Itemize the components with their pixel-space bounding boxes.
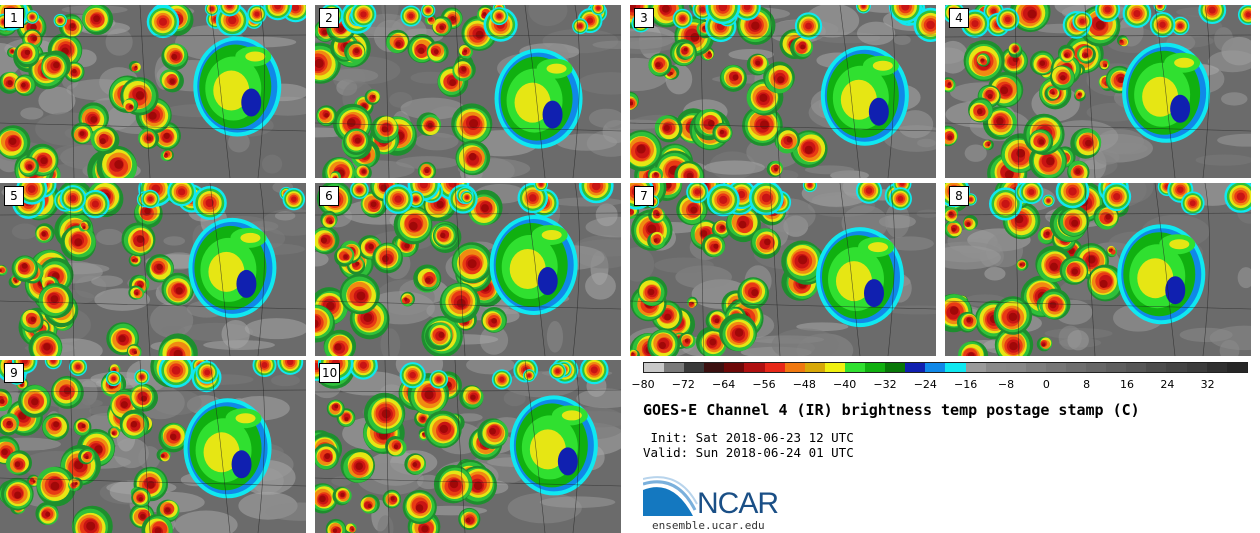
colorbar-tick-label: −24 <box>913 378 937 391</box>
colorbar-tick-label: 8 <box>1083 378 1091 391</box>
colorbar-tick-label: −64 <box>712 378 736 391</box>
colorbar-cell <box>1065 363 1087 372</box>
colorbar-cell <box>1106 363 1127 372</box>
figure-title: GOES-E Channel 4 (IR) brightness temp po… <box>643 401 1140 419</box>
colorbar-cell <box>925 363 946 372</box>
colorbar-cell <box>664 363 685 372</box>
map-panel-6: 6 <box>315 183 621 356</box>
colorbar-cell <box>1005 363 1026 372</box>
colorbar-cell <box>905 363 926 372</box>
ncar-logo-icon <box>643 476 698 516</box>
ir-map-7 <box>630 183 936 356</box>
colorbar-cell <box>1045 363 1066 372</box>
colorbar-ticks: −80 −72 −64 −56 −48 −40 −32 −24 −16 −8 0 8 16 24 32 <box>631 378 1248 394</box>
colorbar-cell <box>1025 363 1046 372</box>
colorbar-tick-label: 16 <box>1120 378 1134 391</box>
ir-map-6 <box>315 183 621 356</box>
panel-number: 9 <box>4 363 24 383</box>
colorbar-cell <box>1126 363 1147 372</box>
ir-map-2 <box>315 5 621 178</box>
panel-number: 1 <box>4 8 24 28</box>
colorbar-tick-label: 32 <box>1200 378 1215 391</box>
colorbar-tick-label: −80 <box>631 378 655 391</box>
panel-number: 8 <box>949 186 969 206</box>
colorbar-cell <box>784 363 805 372</box>
panel-number: 5 <box>4 186 24 206</box>
valid-time: Valid: Sun 2018-06-24 01 UTC <box>643 445 854 460</box>
temperature-colorbar <box>643 362 1248 373</box>
colorbar-tick-label: −32 <box>873 378 897 391</box>
colorbar-tick-label: −72 <box>671 378 695 391</box>
map-panel-5: 5 <box>0 183 306 356</box>
map-panel-7: 7 <box>630 183 936 356</box>
colorbar-cell <box>804 363 825 372</box>
colorbar-tick-label: −16 <box>954 378 978 391</box>
colorbar-cell <box>764 363 785 372</box>
map-panel-10: 10 <box>315 360 621 533</box>
colorbar-cell <box>744 363 765 372</box>
colorbar-cell <box>865 363 886 372</box>
colorbar-cell <box>1186 363 1207 372</box>
map-panel-2: 2 <box>315 5 621 178</box>
panel-number: 6 <box>319 186 339 206</box>
map-panel-3: 3 <box>630 5 936 178</box>
colorbar-cell <box>684 363 705 372</box>
panel-number: 2 <box>319 8 339 28</box>
map-panel-9: 9 <box>0 360 306 533</box>
colorbar-cell <box>965 363 986 372</box>
colorbar-cell <box>1206 363 1227 372</box>
colorbar-cell <box>1166 363 1187 372</box>
colorbar-tick-label: −48 <box>792 378 816 391</box>
ir-map-4 <box>945 5 1251 178</box>
ir-map-10 <box>315 360 621 533</box>
map-panel-1: 1 <box>0 5 306 178</box>
panel-number: 4 <box>949 8 969 28</box>
ncar-logo-text: NCAR <box>697 487 779 520</box>
colorbar-cell <box>945 363 966 372</box>
colorbar-cell <box>1146 363 1167 372</box>
colorbar-cell <box>644 363 665 372</box>
colorbar-cell <box>885 363 906 372</box>
colorbar-tick-label: −40 <box>833 378 857 391</box>
colorbar-cell <box>824 363 845 372</box>
init-time: Init: Sat 2018-06-23 12 UTC <box>643 430 854 445</box>
panel-number: 10 <box>319 363 341 383</box>
colorbar-tick-label: −8 <box>997 378 1015 391</box>
panel-number: 3 <box>634 8 654 28</box>
colorbar-tick-label: 0 <box>1042 378 1050 391</box>
colorbar-cell <box>724 363 745 372</box>
colorbar-cell <box>704 363 725 372</box>
colorbar-cell <box>1226 363 1247 372</box>
site-url: ensemble.ucar.edu <box>652 519 765 532</box>
ir-map-5 <box>0 183 306 356</box>
ir-map-1 <box>0 5 306 178</box>
panel-number: 7 <box>634 186 654 206</box>
colorbar-cell <box>985 363 1006 372</box>
map-panel-4: 4 <box>945 5 1251 178</box>
map-panel-8: 8 <box>945 183 1251 356</box>
ir-map-3 <box>630 5 936 178</box>
colorbar-tick-label: −56 <box>752 378 776 391</box>
colorbar-cell <box>1086 363 1107 372</box>
colorbar-tick-label: 24 <box>1160 378 1175 391</box>
colorbar-cell <box>844 363 866 372</box>
ir-map-8 <box>945 183 1251 356</box>
ir-map-9 <box>0 360 306 533</box>
